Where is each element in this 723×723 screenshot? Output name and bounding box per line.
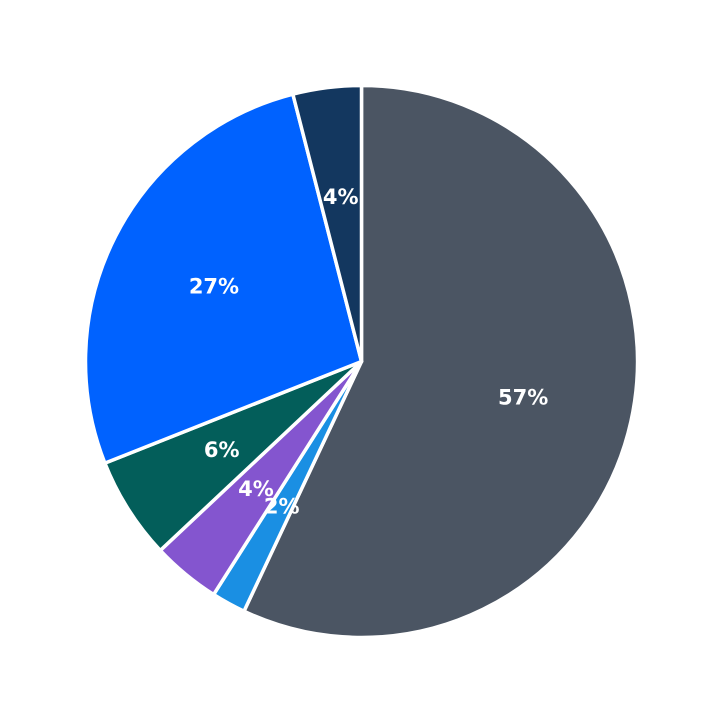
pie-slice-6	[291, 83, 364, 364]
slice-label-5: 27%	[189, 274, 239, 298]
pie-slice-5	[83, 92, 364, 465]
slice-label-3: 4%	[238, 477, 274, 501]
slice-label-4: 6%	[204, 438, 240, 462]
slice-label-1: 57%	[498, 386, 548, 410]
pie-slice-1	[242, 83, 640, 640]
slice-layer	[83, 83, 640, 640]
slice-label-6: 4%	[323, 185, 359, 209]
label-layer: 57%2%4%6%27%4%	[189, 185, 548, 518]
slice-label-2: 2%	[264, 495, 300, 519]
